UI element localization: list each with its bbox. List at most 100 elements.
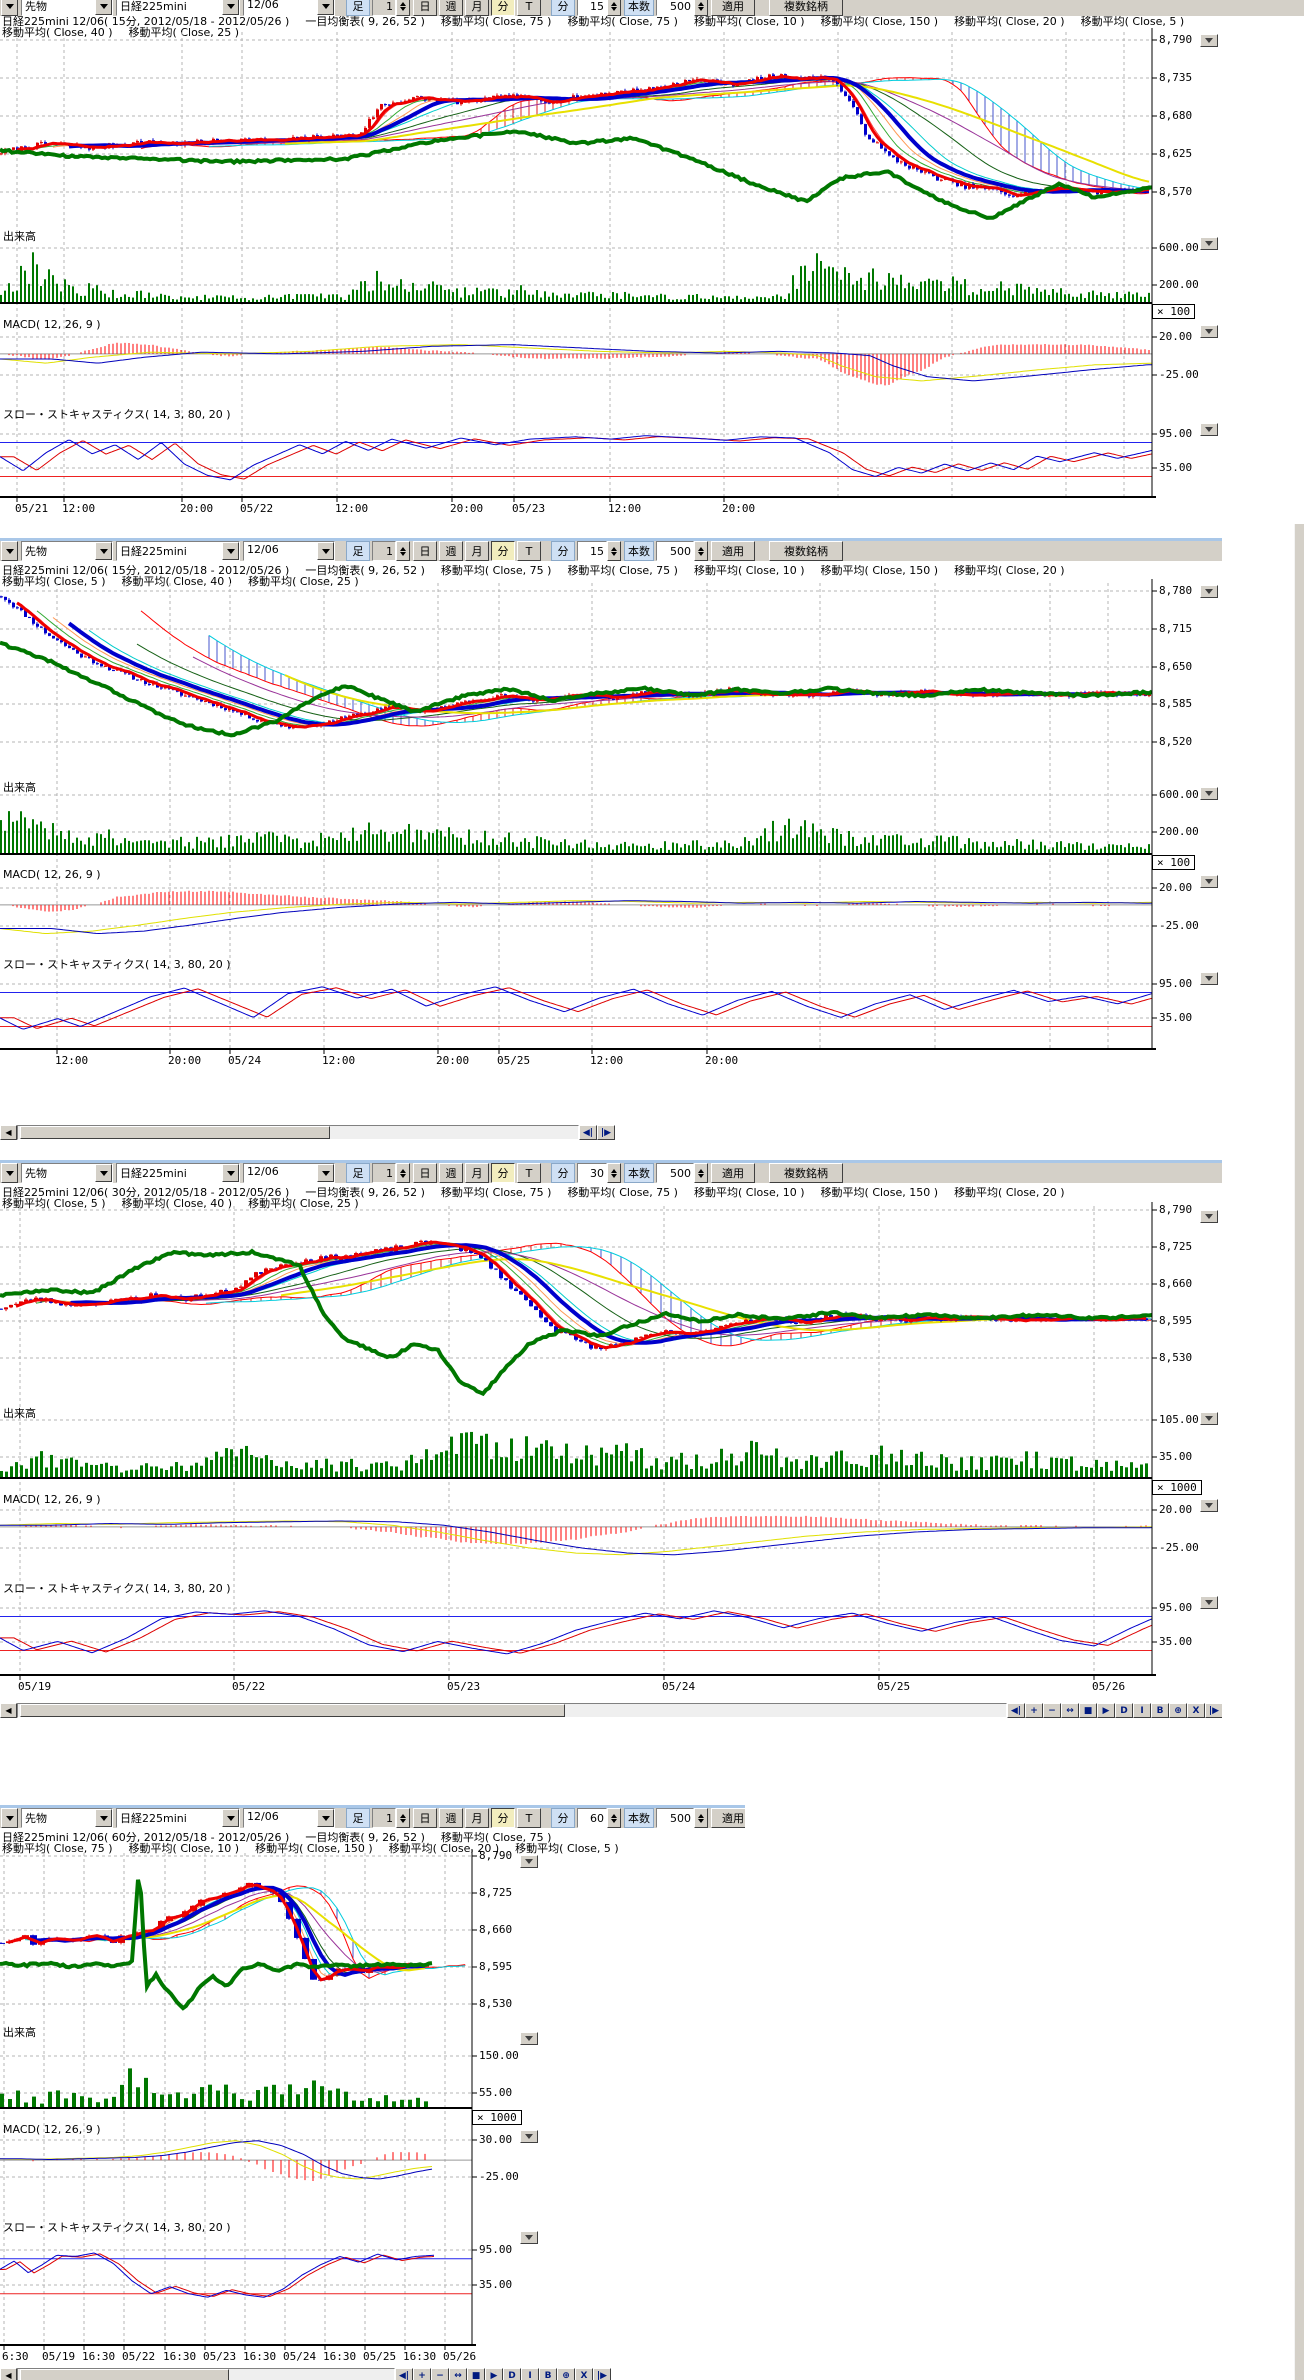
period-button-分[interactable]: 分 bbox=[491, 541, 515, 561]
multi-symbol-button[interactable]: 複数銘柄 bbox=[769, 1163, 843, 1183]
contract-dropdown[interactable]: 12/06 bbox=[243, 1808, 335, 1828]
apply-button[interactable]: 適用 bbox=[711, 0, 755, 16]
interval-spin-button[interactable] bbox=[607, 1808, 621, 1828]
period-button-分[interactable]: 分 bbox=[491, 0, 515, 16]
instrument-dropdown-arrow[interactable] bbox=[95, 542, 112, 560]
pane-collapse-button-2[interactable] bbox=[1200, 325, 1218, 338]
chart-tool-button-4[interactable]: ■ bbox=[1079, 1703, 1097, 1718]
chart-tool-button-0[interactable]: ◀| bbox=[395, 2368, 413, 2380]
chart-plot-area[interactable]: 8,790 8,725 8,660 8,595 8,530 150.00 55.00 30.0… bbox=[0, 1805, 745, 2380]
instrument-dropdown[interactable]: 先物 bbox=[21, 1808, 113, 1828]
scroll-left-button[interactable]: ◀ bbox=[0, 1125, 17, 1140]
symbol-dropdown[interactable]: 日経225mini bbox=[116, 0, 240, 16]
chart-plot-area[interactable]: 8,790 8,735 8,680 8,625 8,570 600.00 200.00 20.… bbox=[0, 0, 1304, 524]
chart-tool-button-7[interactable]: I bbox=[1133, 1703, 1151, 1718]
pane-collapse-button-1[interactable] bbox=[1200, 1412, 1218, 1425]
horizontal-scrollbar[interactable]: ◀ ◀| + − ↔ ■ ▶ D I B ⊕ X |▶ bbox=[0, 1703, 1222, 1718]
apply-button[interactable]: 適用 bbox=[711, 1163, 755, 1183]
chart-tool-button-0[interactable]: ◀| bbox=[579, 1125, 597, 1140]
chart-tool-button-0[interactable]: ◀| bbox=[1007, 1703, 1025, 1718]
chart-tool-button-3[interactable]: ↔ bbox=[1061, 1703, 1079, 1718]
pane-collapse-button-0[interactable] bbox=[520, 1855, 538, 1868]
interval-field[interactable]: 30 bbox=[577, 1163, 607, 1183]
instrument-dropdown-arrow[interactable] bbox=[95, 1164, 112, 1182]
period-button-日[interactable]: 日 bbox=[413, 1163, 437, 1183]
horizontal-scrollbar[interactable]: ◀ ◀| |▶ bbox=[0, 1125, 1222, 1140]
chart-tool-button-2[interactable]: − bbox=[1043, 1703, 1061, 1718]
period-button-週[interactable]: 週 bbox=[439, 0, 463, 16]
chart-tool-button-11[interactable]: |▶ bbox=[1205, 1703, 1222, 1718]
contract-dropdown-arrow[interactable] bbox=[317, 1809, 334, 1827]
pane-collapse-button-3[interactable] bbox=[520, 2231, 538, 2244]
multi-symbol-button[interactable]: 複数銘柄 bbox=[769, 541, 843, 561]
scrollbar-thumb[interactable] bbox=[20, 1704, 565, 1717]
contract-dropdown-arrow[interactable] bbox=[317, 1164, 334, 1182]
bar-size-spin-button[interactable] bbox=[396, 541, 410, 561]
contract-dropdown-arrow[interactable] bbox=[317, 542, 334, 560]
apply-button[interactable]: 適用 bbox=[711, 541, 755, 561]
chart-tool-button-7[interactable]: I bbox=[521, 2368, 539, 2380]
chart-tool-button-5[interactable]: ▶ bbox=[485, 2368, 503, 2380]
chart-tool-button-6[interactable]: D bbox=[503, 2368, 521, 2380]
scrollbar-thumb[interactable] bbox=[20, 1126, 330, 1139]
bar-size-spin-button[interactable] bbox=[396, 0, 410, 16]
instrument-dropdown[interactable]: 先物 bbox=[21, 541, 113, 561]
chart-tool-button-3[interactable]: ↔ bbox=[449, 2368, 467, 2380]
left-combo-arrow-button[interactable] bbox=[1, 0, 18, 16]
period-button-日[interactable]: 日 bbox=[413, 0, 437, 16]
interval-spin-button[interactable] bbox=[607, 1163, 621, 1183]
period-button-週[interactable]: 週 bbox=[439, 541, 463, 561]
count-spin-button[interactable] bbox=[694, 0, 708, 16]
scrollbar-track[interactable] bbox=[17, 1125, 579, 1140]
symbol-dropdown[interactable]: 日経225mini bbox=[116, 541, 240, 561]
pane-collapse-button-2[interactable] bbox=[520, 2130, 538, 2143]
pane-collapse-button-0[interactable] bbox=[1200, 585, 1218, 598]
period-button-日[interactable]: 日 bbox=[413, 541, 437, 561]
pane-collapse-button-3[interactable] bbox=[1200, 1596, 1218, 1609]
count-spin-button[interactable] bbox=[694, 1808, 708, 1828]
instrument-dropdown-arrow[interactable] bbox=[95, 1809, 112, 1827]
pane-collapse-button-3[interactable] bbox=[1200, 972, 1218, 985]
apply-button[interactable]: 適用 bbox=[711, 1808, 745, 1828]
chart-tool-button-1[interactable]: + bbox=[1025, 1703, 1043, 1718]
scrollbar-track[interactable] bbox=[17, 2368, 395, 2380]
contract-dropdown[interactable]: 12/06 bbox=[243, 541, 335, 561]
multi-symbol-button[interactable]: 複数銘柄 bbox=[769, 0, 843, 16]
count-field[interactable]: 500 bbox=[656, 541, 694, 561]
instrument-dropdown[interactable]: 先物 bbox=[21, 0, 113, 16]
chart-tool-button-8[interactable]: B bbox=[1151, 1703, 1169, 1718]
count-field[interactable]: 500 bbox=[656, 0, 694, 16]
left-combo-arrow-button[interactable] bbox=[1, 1163, 18, 1183]
chart-plot-area[interactable]: 8,790 8,725 8,660 8,595 8,530 105.00 35.00 20.0… bbox=[0, 1160, 1222, 1720]
symbol-dropdown[interactable]: 日経225mini bbox=[116, 1808, 240, 1828]
interval-field[interactable]: 15 bbox=[577, 541, 607, 561]
chart-tool-button-5[interactable]: ▶ bbox=[1097, 1703, 1115, 1718]
contract-dropdown[interactable]: 12/06 bbox=[243, 1163, 335, 1183]
left-combo-arrow-button[interactable] bbox=[1, 541, 18, 561]
chart-tool-button-1[interactable]: + bbox=[413, 2368, 431, 2380]
period-button-週[interactable]: 週 bbox=[439, 1163, 463, 1183]
symbol-dropdown-arrow[interactable] bbox=[222, 1164, 239, 1182]
scroll-left-button[interactable]: ◀ bbox=[0, 1703, 17, 1718]
chart-tool-button-1[interactable]: |▶ bbox=[597, 1125, 615, 1140]
contract-dropdown-arrow[interactable] bbox=[317, 0, 334, 15]
pane-collapse-button-3[interactable] bbox=[1200, 423, 1218, 436]
period-button-T[interactable]: T bbox=[517, 0, 541, 16]
pane-collapse-button-1[interactable] bbox=[1200, 237, 1218, 250]
interval-field[interactable]: 15 bbox=[577, 0, 607, 16]
period-button-月[interactable]: 月 bbox=[465, 0, 489, 16]
pane-collapse-button-1[interactable] bbox=[1200, 787, 1218, 800]
pane-collapse-button-0[interactable] bbox=[1200, 1210, 1218, 1223]
pane-collapse-button-2[interactable] bbox=[1200, 875, 1218, 888]
chart-tool-button-4[interactable]: ■ bbox=[467, 2368, 485, 2380]
chart-tool-button-9[interactable]: ⊕ bbox=[1169, 1703, 1187, 1718]
scrollbar-thumb[interactable] bbox=[20, 2369, 229, 2380]
period-button-T[interactable]: T bbox=[517, 541, 541, 561]
bar-size-spin-button[interactable] bbox=[396, 1163, 410, 1183]
count-spin-button[interactable] bbox=[694, 541, 708, 561]
period-button-月[interactable]: 月 bbox=[465, 541, 489, 561]
left-combo-arrow-button[interactable] bbox=[1, 1808, 18, 1828]
horizontal-scrollbar[interactable]: ◀ ◀| + − ↔ ■ ▶ D I B ⊕ X |▶ bbox=[0, 2368, 745, 2380]
period-button-T[interactable]: T bbox=[517, 1163, 541, 1183]
interval-spin-button[interactable] bbox=[607, 0, 621, 16]
